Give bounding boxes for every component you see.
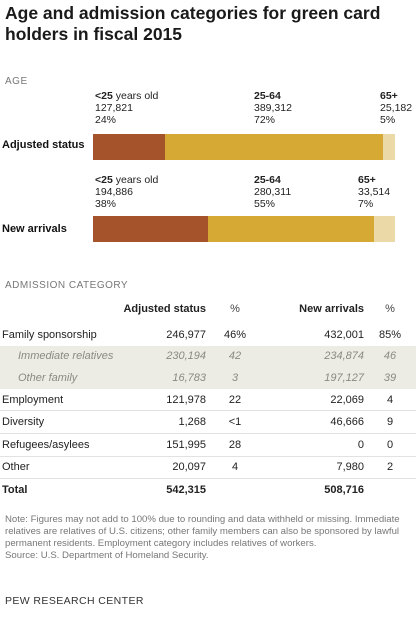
row-label: Immediate relatives (0, 345, 120, 368)
new-arrivals-value: 508,716 (324, 483, 364, 496)
adjusted-status-pct: 22 (206, 388, 264, 412)
table-header-row: Adjusted status % New arrivals % (0, 302, 416, 324)
table-header-new-arrivals: New arrivals (299, 303, 364, 315)
adjusted-status-value: 542,315 (166, 483, 206, 496)
stacked-bar-new-arrivals (93, 216, 395, 242)
row-label: Other family (0, 367, 120, 389)
label-65plus-header-2: 65+ (358, 174, 376, 186)
bar-segment-65plus-new-arrivals (373, 216, 395, 242)
table-header-adjusted-status: Adjusted status (123, 303, 206, 315)
admission-category-table: Adjusted status % New arrivals % Family … (0, 302, 416, 501)
admission-section-label: ADMISSION CATEGORY (5, 280, 129, 291)
label-under25-header: <25 years old (95, 90, 159, 102)
adjusted-status-value: 246,977 (166, 328, 206, 341)
pct-label-new-25-64: 55% (254, 198, 276, 210)
adjusted-status-value: 121,978 (120, 388, 206, 412)
new-arrivals-pct: 4 (364, 388, 416, 412)
chart-note: Note: Figures may not add to 100% due to… (5, 514, 417, 562)
new-arrivals-pct: 46 (364, 345, 416, 368)
bar-segment-under25-adjusted (93, 134, 166, 160)
table-row: Diversity 1,268 <1 46,666 9 (0, 410, 416, 434)
table-header-pct-adjusted: % (230, 303, 240, 315)
table-row: Immediate relatives 230,194 42 234,874 46 (0, 345, 416, 368)
stacked-bar-adjusted-status (93, 134, 395, 160)
pct-label-adj-under25: 24% (95, 114, 117, 126)
value-label-adj-under25: 127,821 (95, 102, 133, 114)
source-text: Source: U.S. Department of Homeland Secu… (5, 550, 209, 561)
pct-label-adj-25-64: 72% (254, 114, 276, 126)
new-arrivals-pct: 9 (364, 410, 416, 434)
table-row: Total 542,315 508,716 (0, 479, 416, 501)
bar-segment-25-64-adjusted (165, 134, 383, 160)
table-header-blank (0, 302, 120, 324)
adjusted-status-pct: 42 (206, 345, 264, 368)
row-label: Total (2, 483, 28, 496)
chart-title: Age and admission categories for green c… (5, 3, 381, 44)
new-arrivals-pct: 0 (364, 433, 416, 457)
new-arrivals-value: 22,069 (264, 388, 364, 412)
adjusted-status-value: 230,194 (120, 345, 206, 368)
value-label-new-under25: 194,886 (95, 186, 133, 198)
row-label: Diversity (0, 410, 120, 434)
adjusted-status-value: 20,097 (120, 456, 206, 480)
table-row: Family sponsorship 246,977 46% 432,001 85% (0, 324, 416, 346)
bar-segment-65plus-adjusted (382, 134, 395, 160)
label-25-64-header: 25-64 (254, 90, 281, 102)
row-label: Employment (0, 388, 120, 412)
adjusted-status-pct: <1 (206, 410, 264, 434)
adjusted-status-pct: 28 (206, 433, 264, 457)
table-header-pct-new: % (385, 303, 395, 315)
table-row: Other family 16,783 3 197,127 39 (0, 367, 416, 389)
row-label: Other (0, 456, 120, 480)
label-65plus-header: 65+ (380, 90, 398, 102)
adjusted-status-pct (206, 479, 264, 501)
adjusted-status-value: 151,995 (120, 433, 206, 457)
label-under25-header-2: <25 years old (95, 174, 159, 186)
age-section-label: AGE (5, 76, 28, 87)
table-row: Refugees/asylees 151,995 28 0 0 (0, 433, 416, 457)
adjusted-status-value: 16,783 (120, 367, 206, 389)
table-row: Other 20,097 4 7,980 2 (0, 456, 416, 480)
new-arrivals-pct: 85% (378, 328, 402, 341)
new-arrivals-value: 234,874 (264, 345, 364, 368)
pct-label-new-65plus: 7% (358, 198, 374, 210)
age-block-new-arrivals: <25 years old 194,886 38% 25-64 280,311 … (0, 174, 420, 244)
adjusted-status-pct: 46% (223, 328, 247, 341)
row-label: Refugees/asylees (0, 433, 120, 457)
row-label: Family sponsorship (2, 328, 97, 341)
value-label-new-25-64: 280,311 (254, 186, 292, 198)
adjusted-status-pct: 4 (206, 456, 264, 480)
label-25-64-header-2: 25-64 (254, 174, 281, 186)
new-arrivals-value: 197,127 (264, 367, 364, 389)
bar-segment-25-64-new-arrivals (207, 216, 374, 242)
note-text: Note: Figures may not add to 100% due to… (5, 514, 400, 549)
value-label-adj-65plus: 25,182 (380, 102, 413, 114)
pct-label-new-under25: 38% (95, 198, 117, 210)
new-arrivals-value: 432,001 (324, 328, 364, 341)
adjusted-status-value: 1,268 (120, 410, 206, 434)
credit-line: PEW RESEARCH CENTER (5, 595, 144, 607)
bar-label-adjusted-status: Adjusted status (2, 139, 85, 151)
age-block-adjusted-status: <25 years old 127,821 24% 25-64 389,312 … (0, 90, 420, 160)
value-label-adj-25-64: 389,312 (254, 102, 292, 114)
table-row: Employment 121,978 22 22,069 4 (0, 388, 416, 412)
new-arrivals-pct: 39 (364, 367, 416, 389)
adjusted-status-pct: 3 (206, 367, 264, 389)
bar-label-new-arrivals: New arrivals (2, 223, 67, 235)
pct-label-adj-65plus: 5% (380, 114, 396, 126)
new-arrivals-value: 0 (264, 433, 364, 457)
new-arrivals-value: 46,666 (264, 410, 364, 434)
new-arrivals-pct: 2 (364, 456, 416, 480)
bar-segment-under25-new-arrivals (93, 216, 208, 242)
new-arrivals-pct (364, 479, 416, 501)
new-arrivals-value: 7,980 (264, 456, 364, 480)
value-label-new-65plus: 33,514 (358, 186, 391, 198)
